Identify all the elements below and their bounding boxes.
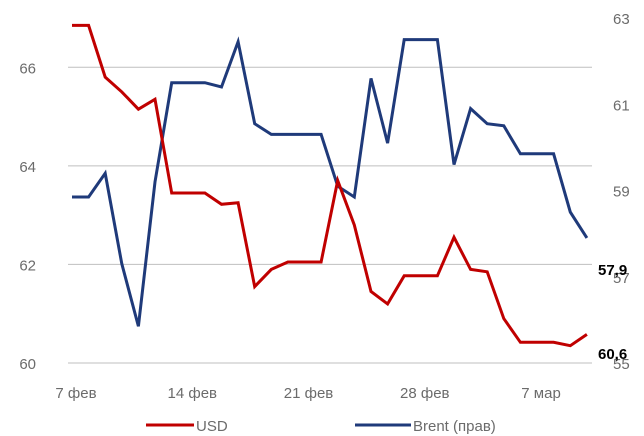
x-tick-label: 14 фев [168,385,218,402]
right-tick-label: 55 [613,356,630,373]
legend: USD Brent (прав) [146,418,496,435]
left-tick-label: 62 [19,257,36,274]
left-tick-label: 66 [19,60,36,77]
right-tick-label: 57 [613,270,630,287]
legend-label: USD [196,418,228,435]
series-line-brent [72,36,589,327]
right-tick-label: 61 [613,97,630,114]
series-line-usd [72,23,588,348]
series-layer [72,23,589,348]
x-tick-label: 21 фев [284,385,334,402]
x-tick-label: 7 фев [55,385,96,402]
legend-label: Brent (прав) [413,418,496,435]
end-label-usd: 60,6 [598,346,627,363]
left-axis-ticks: 60 62 64 66 [19,60,36,373]
end-labels: 60,6 57,9 [598,262,627,363]
right-tick-label: 59 [613,184,630,201]
left-tick-label: 60 [19,356,36,373]
left-tick-label: 64 [19,159,36,176]
x-tick-label: 7 мар [521,385,561,402]
x-tick-label: 28 фев [400,385,450,402]
right-axis-ticks: 55 57 59 61 63 [613,11,630,373]
x-axis-ticks: 7 фев 14 фев 21 фев 28 фев 7 мар [55,385,560,402]
right-tick-label: 63 [613,11,630,28]
end-label-brent: 57,9 [598,262,627,279]
